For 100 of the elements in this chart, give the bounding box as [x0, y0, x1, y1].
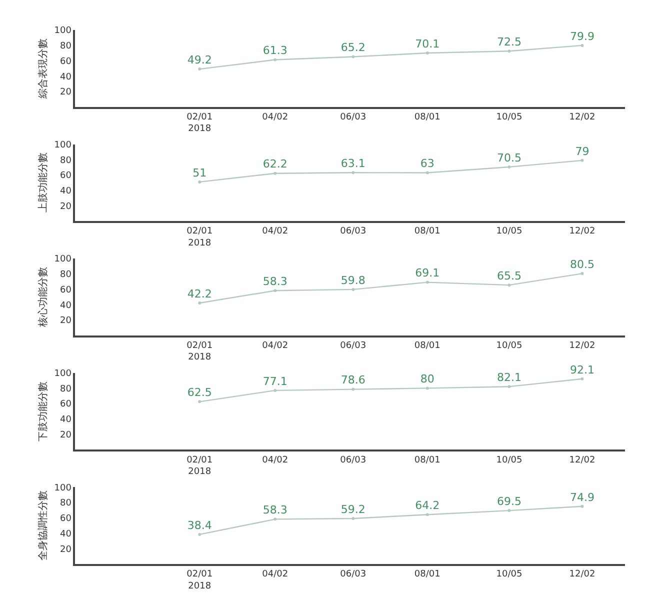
y-tick-label: 80	[60, 156, 72, 166]
y-axis-title: 核心功能分數	[36, 267, 49, 328]
y-axis-title: 綜合表現分數	[36, 38, 49, 100]
point	[352, 55, 355, 58]
x-tick-label: 12/02	[569, 455, 596, 466]
y-tick-label: 100	[54, 254, 72, 265]
x-tick-label: 02/01 2018	[186, 112, 213, 134]
point	[274, 58, 277, 62]
y-tick-label: 60	[60, 285, 72, 296]
y-tick-label: 60	[60, 400, 72, 410]
data-label: 42.2	[187, 287, 212, 300]
data-label: 49.2	[187, 53, 212, 66]
data-label: 80.5	[570, 258, 594, 271]
data-label: 38.4	[187, 518, 212, 532]
data-label: 64.2	[415, 499, 440, 512]
data-label: 82.1	[496, 370, 522, 384]
y-tick-label: 40	[60, 415, 72, 426]
point	[580, 158, 584, 162]
x-tick-label: 06/03	[340, 112, 366, 122]
x-tick-label: 02/01 2018	[186, 226, 213, 248]
point	[580, 272, 584, 276]
x-tick-label: 08/01	[414, 226, 440, 237]
data-label: 58.3	[262, 274, 288, 288]
y-axis-title: 全身協調性分數	[36, 490, 49, 561]
y-tick-label: 80	[60, 384, 72, 394]
x-tick-label: 08/01	[414, 455, 440, 466]
point	[580, 377, 584, 380]
data-label: 79.9	[570, 30, 594, 43]
x-tick-label: 08/01	[414, 570, 440, 580]
x-tick-label: 12/02	[569, 112, 596, 122]
x-tick-label: 02/01 2018	[186, 570, 213, 592]
x-tick-label: 10/05	[496, 341, 522, 351]
y-tick-label: 40	[60, 300, 72, 311]
data-label: 65.2	[340, 41, 366, 54]
x-tick-label: 04/02	[262, 455, 288, 466]
data-label: 72.5	[496, 36, 522, 49]
data-label: 51	[192, 166, 207, 180]
x-tick-label: 12/02	[569, 226, 596, 237]
point	[198, 302, 202, 304]
data-label: 63.1	[340, 157, 366, 170]
x-tick-label: 06/03	[340, 341, 366, 351]
point	[426, 386, 429, 390]
y-axis-title: 下肢功能分數	[36, 381, 49, 442]
y-tick-label: 80	[60, 42, 72, 52]
y-tick-label: 100	[54, 140, 72, 150]
point	[198, 532, 202, 536]
data-label: 79	[575, 144, 590, 158]
y-tick-label: 40	[60, 529, 72, 540]
point	[508, 385, 511, 388]
data-label: 58.3	[262, 504, 288, 517]
point	[352, 171, 355, 174]
point	[508, 284, 511, 287]
x-tick-label: 04/02	[262, 112, 288, 122]
data-label: 77.1	[262, 374, 288, 388]
data-label: 70.5	[496, 151, 522, 164]
y-tick-label: 100	[54, 26, 72, 36]
x-tick-label: 02/01 2018	[186, 341, 213, 363]
y-tick-label: 100	[54, 368, 72, 379]
point	[198, 400, 202, 404]
data-label: 80	[420, 372, 434, 386]
point	[580, 504, 584, 508]
x-tick-label: 04/02	[262, 341, 288, 351]
data-label: 61.3	[262, 44, 288, 58]
point	[426, 513, 429, 516]
x-tick-label: 10/05	[496, 226, 522, 237]
point	[508, 165, 511, 168]
y-tick-label: 60	[60, 514, 72, 524]
y-tick-label: 20	[60, 88, 72, 98]
x-tick-label: 10/05	[496, 112, 522, 122]
point	[198, 68, 202, 71]
point	[274, 172, 277, 175]
x-tick-label: 12/02	[569, 570, 596, 580]
data-label: 69.5	[496, 494, 522, 508]
point	[198, 180, 202, 184]
data-label: 59.8	[340, 274, 366, 287]
y-tick-label: 20	[60, 430, 72, 440]
x-tick-label: 08/01	[414, 341, 440, 351]
y-tick-label: 40	[60, 72, 72, 82]
point	[508, 50, 511, 53]
point	[426, 171, 429, 174]
y-tick-label: 20	[60, 202, 72, 212]
point	[274, 518, 277, 521]
x-tick-label: 02/01 2018	[186, 455, 213, 477]
data-label: 63	[420, 157, 434, 170]
x-tick-label: 08/01	[414, 112, 440, 122]
x-tick-label: 10/05	[496, 455, 522, 466]
x-tick-label: 06/03	[340, 226, 366, 237]
data-label: 62.2	[262, 158, 288, 171]
data-label: 78.6	[340, 374, 366, 387]
data-label: 59.2	[340, 502, 366, 516]
y-tick-label: 20	[60, 544, 72, 555]
y-tick-label: 80	[60, 498, 72, 509]
y-tick-label: 60	[60, 56, 72, 67]
x-tick-label: 04/02	[262, 226, 288, 237]
point	[352, 388, 355, 391]
y-tick-label: 80	[60, 270, 72, 280]
data-label: 92.1	[570, 363, 594, 376]
y-tick-label: 20	[60, 316, 72, 326]
data-label: 70.1	[415, 37, 440, 50]
point	[426, 280, 429, 284]
